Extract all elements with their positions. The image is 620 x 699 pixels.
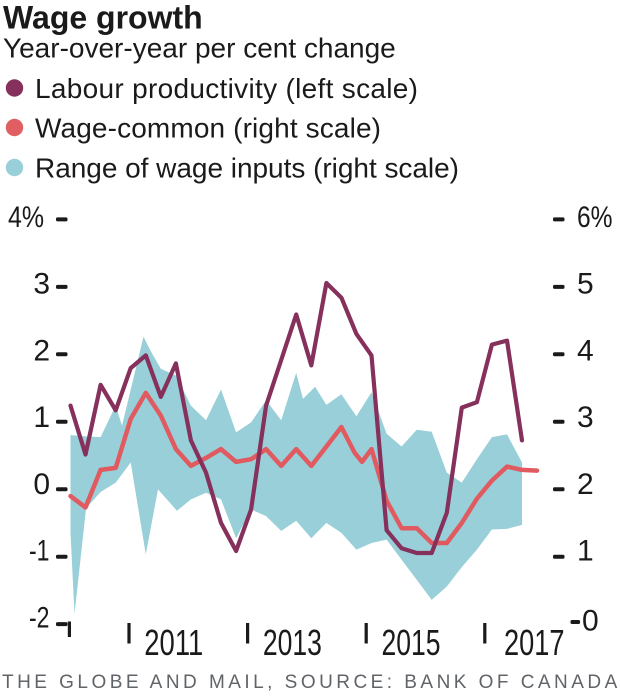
- svg-text:Range of wage inputs (right sc: Range of wage inputs (right scale): [35, 153, 459, 184]
- svg-text:2013: 2013: [263, 622, 322, 663]
- svg-text:-2: -2: [29, 602, 50, 635]
- svg-text:2: 2: [33, 334, 50, 367]
- svg-text:1: 1: [577, 535, 594, 568]
- svg-text:1: 1: [33, 401, 50, 434]
- svg-text:6%: 6%: [577, 201, 613, 234]
- svg-text:5: 5: [577, 268, 594, 301]
- svg-text:0: 0: [582, 605, 599, 638]
- svg-text:3: 3: [33, 268, 50, 301]
- svg-text:2: 2: [577, 468, 594, 501]
- svg-text:Wage growth: Wage growth: [3, 0, 203, 36]
- svg-text:Wage-common (right scale): Wage-common (right scale): [35, 113, 381, 144]
- svg-text:4: 4: [577, 334, 594, 367]
- svg-text:3: 3: [577, 401, 594, 434]
- svg-text:-1: -1: [29, 535, 50, 568]
- svg-text:Year-over-year per cent change: Year-over-year per cent change: [3, 33, 396, 64]
- svg-text:2017: 2017: [504, 622, 565, 663]
- svg-text:THE GLOBE AND MAIL, SOURCE: BA: THE GLOBE AND MAIL, SOURCE: BANK OF CANA…: [2, 672, 620, 693]
- svg-text:2015: 2015: [382, 622, 441, 663]
- svg-text:4%: 4%: [8, 201, 44, 234]
- svg-text:Labour productivity (left scal: Labour productivity (left scale): [35, 73, 418, 104]
- svg-text:2011: 2011: [144, 622, 203, 663]
- svg-text:0: 0: [33, 468, 50, 501]
